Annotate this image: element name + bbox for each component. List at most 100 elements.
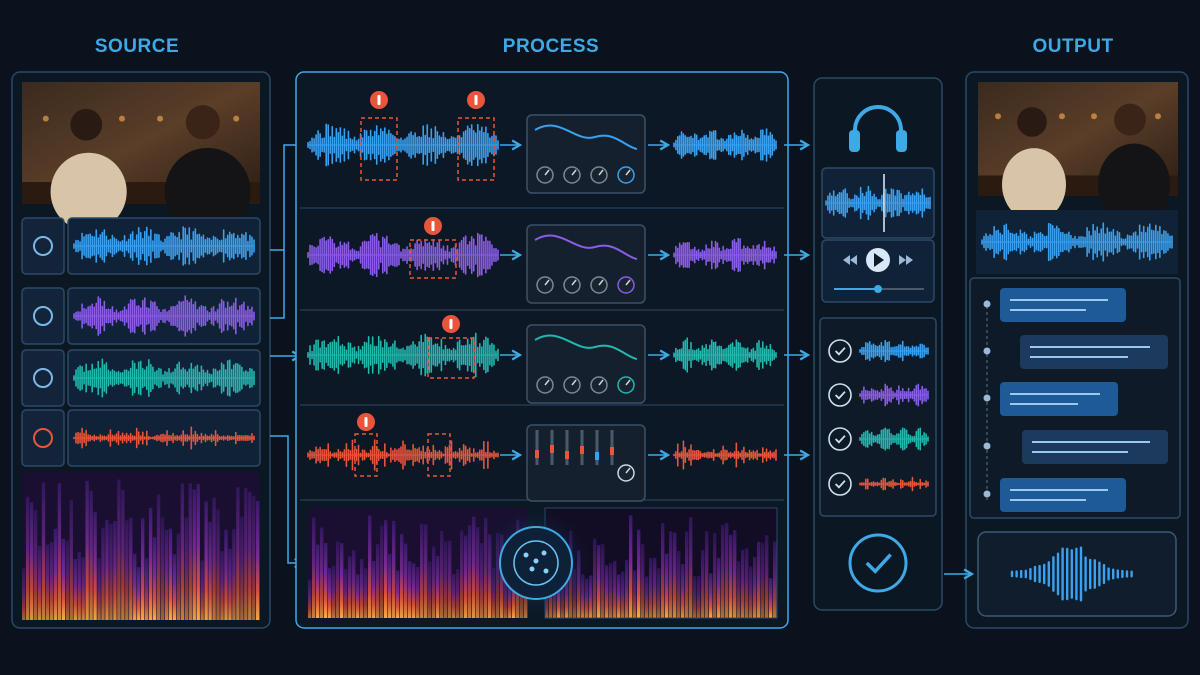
spectrogram-column: [144, 558, 149, 620]
spectrogram-column: [749, 566, 753, 618]
spectrogram-column: [617, 574, 621, 618]
waveform: [673, 337, 777, 373]
spectrogram-column: [69, 499, 73, 620]
spectrogram-column: [340, 543, 344, 618]
spectrogram-column: [320, 527, 324, 618]
spectrogram-column: [180, 483, 185, 620]
waveform: [307, 123, 499, 167]
spectrogram-column: [224, 529, 228, 620]
spectrogram-column: [208, 522, 212, 620]
spectrogram-column: [113, 520, 117, 620]
play-glyph: [874, 253, 884, 267]
connector: [270, 250, 285, 319]
spectrogram-column: [33, 509, 38, 620]
spectrogram-column: [440, 530, 444, 618]
knob-tick: [571, 379, 577, 386]
timeline-dot: [983, 490, 991, 498]
slider-thumb: [535, 450, 539, 458]
waveform: [859, 476, 929, 492]
eq-box: [526, 324, 646, 404]
spectrogram-column: [53, 528, 58, 620]
highlight-box: [360, 117, 398, 181]
spectrogram-column: [152, 537, 157, 620]
spectrogram-column: [420, 523, 424, 618]
knob-tick: [625, 169, 631, 176]
spectrogram-column: [97, 558, 101, 620]
spectrogram-column: [236, 487, 240, 620]
badge-glyph: [364, 417, 368, 427]
icon-box: [21, 409, 65, 467]
spectrogram-column: [757, 541, 761, 618]
spectrogram-column: [641, 543, 645, 618]
check-circle: [828, 339, 852, 363]
highlight-box: [457, 117, 495, 181]
icon-box: [21, 217, 65, 275]
badge-glyph: [449, 319, 453, 329]
spectrogram-column: [184, 517, 189, 620]
knob-tick: [598, 169, 604, 176]
waveform: [825, 185, 931, 221]
waveform: [981, 222, 1173, 262]
source-icon: [33, 368, 53, 388]
spectrogram-column: [685, 531, 689, 618]
spectrogram-column: [633, 570, 637, 618]
spectrogram-column: [352, 550, 356, 618]
spectrogram-column: [649, 558, 653, 618]
timeline-dot: [983, 394, 991, 402]
spectrogram-column: [468, 525, 472, 618]
spectrogram-column: [308, 579, 312, 618]
spectrogram-column: [200, 560, 204, 620]
spectrogram-column: [697, 575, 701, 618]
spectrogram-column: [61, 538, 66, 620]
waveform: [673, 237, 777, 273]
spectrogram-column: [392, 520, 396, 618]
knob-tick: [544, 279, 550, 286]
spectrogram-column: [81, 557, 85, 620]
waveform: [673, 440, 777, 470]
spectrogram-column: [172, 554, 177, 620]
chat-bubble: [1022, 430, 1168, 464]
spectrogram-column: [348, 556, 352, 618]
chat-bubble: [1000, 478, 1126, 512]
eq-box: [526, 114, 646, 194]
waveform: [73, 226, 255, 266]
spectrogram-column: [625, 559, 629, 618]
spectrogram-column: [689, 517, 693, 618]
spectrogram-column: [344, 568, 348, 618]
spectrogram-column: [156, 494, 161, 620]
spectrogram-column: [669, 531, 673, 618]
ear-cup: [896, 130, 907, 152]
eq-box: [526, 224, 646, 304]
spectrogram-column: [408, 561, 412, 618]
check-mark: [834, 391, 846, 400]
connector: [270, 144, 298, 251]
source-header: SOURCE: [95, 36, 179, 57]
check-mark: [834, 480, 846, 489]
spectrogram-column: [216, 509, 220, 620]
spectrogram-column: [22, 568, 26, 620]
waveform: [73, 426, 255, 450]
spectrogram-column: [677, 550, 681, 618]
ear-cup: [849, 130, 860, 152]
photo-light: [1155, 113, 1161, 120]
eq-box: [526, 424, 646, 502]
spectrogram-column: [73, 558, 77, 620]
spectrogram-column: [164, 529, 169, 620]
spectrogram-column: [252, 495, 256, 620]
eq-curve: [534, 234, 638, 260]
spectrogram-column: [613, 560, 617, 618]
knob-tick: [598, 379, 604, 386]
spectrogram-column: [621, 571, 625, 618]
waveform: [73, 358, 255, 398]
person-body: [50, 152, 127, 231]
spectrogram-column: [444, 541, 448, 618]
check-box: [819, 317, 937, 517]
spectrogram-column: [204, 501, 208, 620]
spectrogram-column: [356, 574, 360, 618]
badge-glyph: [474, 95, 478, 105]
spectrogram-column: [701, 550, 705, 618]
spectrogram-column: [248, 491, 252, 620]
spectrogram-column: [637, 529, 641, 618]
spectrogram-column: [729, 534, 733, 618]
